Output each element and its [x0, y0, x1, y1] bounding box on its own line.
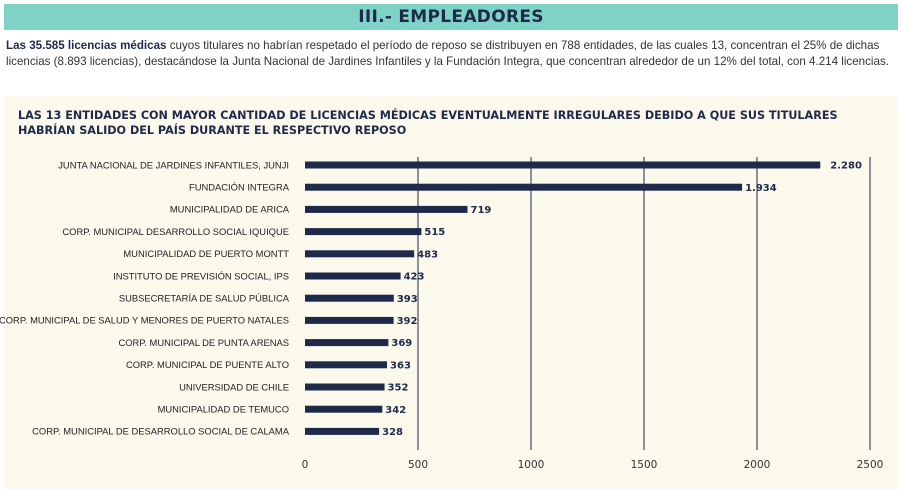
value-label: 483 [417, 249, 438, 260]
value-label: 342 [385, 405, 406, 416]
intro-paragraph: Las 35.585 licencias médicas cuyos titul… [6, 38, 902, 69]
x-tick-label: 0 [302, 459, 309, 471]
category-label: CORP. MUNICIPAL DE SALUD Y MENORES DE PU… [0, 315, 289, 326]
category-label: CORP. MUNICIPAL DE PUENTE ALTO [126, 359, 289, 370]
value-label: 1.934 [745, 183, 777, 194]
x-tick-label: 2000 [744, 459, 771, 471]
bar [305, 361, 388, 369]
value-label: 719 [470, 205, 491, 216]
value-label: 363 [390, 360, 411, 371]
value-label: 369 [391, 338, 412, 349]
category-label: CORP. MUNICIPAL DESARROLLO SOCIAL IQUIQU… [62, 226, 289, 237]
value-label: 392 [397, 316, 418, 327]
x-tick-label: 2500 [857, 459, 884, 471]
bar [305, 383, 385, 391]
bar [305, 250, 415, 258]
bar [305, 294, 394, 302]
value-label: 2.280 [830, 161, 862, 172]
bar [305, 427, 380, 435]
section-header: III.- EMPLEADORES [4, 4, 898, 30]
value-label: 328 [382, 427, 403, 438]
section-title: III.- EMPLEADORES [358, 7, 544, 27]
category-label: JUNTA NACIONAL DE JARDINES INFANTILES, J… [58, 159, 289, 170]
value-label: 393 [397, 294, 418, 305]
category-label: CORP. MUNICIPAL DE DESARROLLO SOCIAL DE … [32, 426, 290, 437]
value-label: 423 [404, 272, 425, 283]
bar [305, 339, 389, 347]
bar [305, 205, 468, 213]
value-label: 352 [388, 383, 409, 394]
category-label: MUNICIPALIDAD DE TEMUCO [158, 404, 289, 415]
x-tick-label: 1000 [518, 459, 545, 471]
intro-bold-text: Las 35.585 licencias médicas [6, 39, 167, 52]
bar [305, 228, 422, 236]
bar [305, 161, 821, 169]
bar [305, 183, 743, 191]
category-label: CORP. MUNICIPAL DE PUNTA ARENAS [118, 337, 289, 348]
category-label: FUNDACIÓN INTEGRA [189, 182, 290, 193]
category-label: MUNICIPALIDAD DE ARICA [170, 204, 290, 215]
category-label: INSTITUTO DE PREVISIÓN SOCIAL, IPS [113, 270, 289, 281]
category-label: MUNICIPALIDAD DE PUERTO MONTT [123, 248, 289, 259]
x-tick-label: 1500 [631, 459, 658, 471]
value-label: 515 [424, 227, 445, 238]
intro-body-text: cuyos titulares no habrían respetado el … [6, 39, 889, 68]
bar [305, 405, 383, 413]
category-label: UNIVERSIDAD DE CHILE [179, 381, 289, 392]
category-label: SUBSECRETARÍA DE SALUD PÚBLICA [119, 293, 290, 304]
chart-title: LAS 13 ENTIDADES CON MAYOR CANTIDAD DE L… [18, 109, 838, 137]
bar [305, 272, 401, 280]
x-tick-label: 500 [408, 459, 428, 471]
bar [305, 316, 394, 324]
